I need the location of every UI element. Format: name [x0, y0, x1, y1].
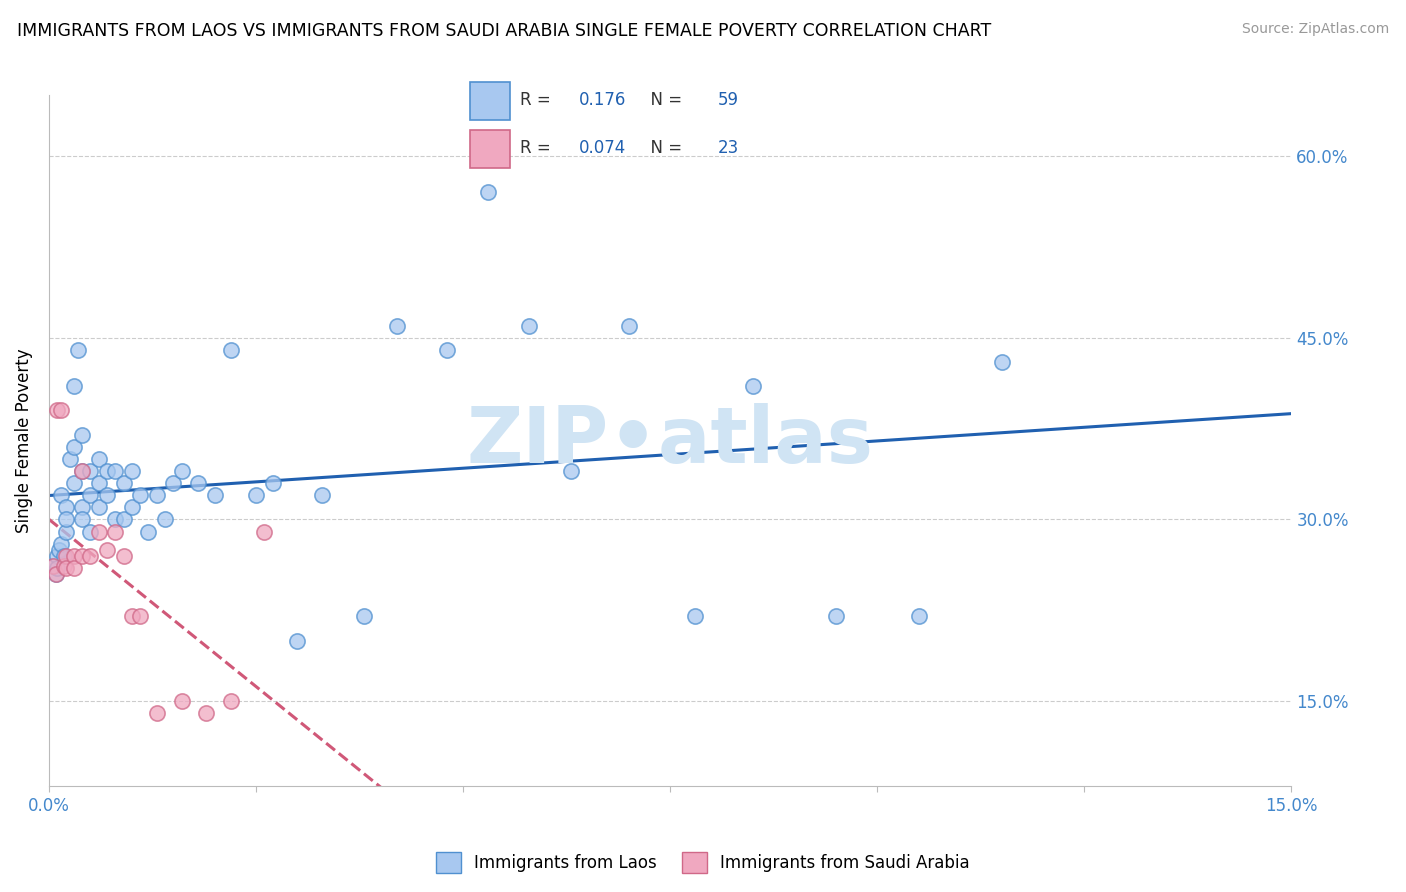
- Point: [742, 379, 765, 393]
- Point: [683, 609, 706, 624]
- Legend: Immigrants from Laos, Immigrants from Saudi Arabia: Immigrants from Laos, Immigrants from Sa…: [429, 846, 977, 880]
- Point: [55, 524, 77, 539]
- Y-axis label: Single Female Poverty: Single Female Poverty: [15, 349, 32, 533]
- Point: [129, 609, 152, 624]
- Point: [70, 549, 93, 563]
- Point: [287, 633, 309, 648]
- Point: [245, 488, 267, 502]
- Text: 0.074: 0.074: [578, 139, 626, 157]
- Point: [617, 318, 640, 333]
- Point: [79, 524, 101, 539]
- Text: N =: N =: [640, 91, 688, 109]
- Point: [55, 500, 77, 515]
- Point: [311, 488, 333, 502]
- Point: [87, 524, 110, 539]
- Point: [70, 512, 93, 526]
- Point: [45, 567, 67, 582]
- FancyBboxPatch shape: [470, 82, 510, 120]
- Point: [96, 488, 118, 502]
- Text: IMMIGRANTS FROM LAOS VS IMMIGRANTS FROM SAUDI ARABIA SINGLE FEMALE POVERTY CORRE: IMMIGRANTS FROM LAOS VS IMMIGRANTS FROM …: [17, 22, 991, 40]
- Point: [990, 355, 1012, 369]
- Point: [66, 343, 89, 357]
- Point: [51, 537, 73, 551]
- Point: [560, 464, 582, 478]
- Text: 23: 23: [717, 139, 740, 157]
- Point: [145, 706, 167, 721]
- Point: [51, 403, 73, 417]
- Point: [70, 464, 93, 478]
- Text: 0.176: 0.176: [578, 91, 626, 109]
- Point: [121, 500, 143, 515]
- Point: [162, 476, 184, 491]
- Point: [55, 549, 77, 563]
- Text: N =: N =: [640, 139, 688, 157]
- Point: [87, 500, 110, 515]
- Point: [104, 464, 127, 478]
- Text: Source: ZipAtlas.com: Source: ZipAtlas.com: [1241, 22, 1389, 37]
- Point: [79, 549, 101, 563]
- Point: [219, 694, 242, 708]
- Point: [63, 440, 86, 454]
- Point: [63, 379, 86, 393]
- Point: [70, 427, 93, 442]
- Point: [79, 488, 101, 502]
- Point: [104, 512, 127, 526]
- Point: [170, 694, 193, 708]
- Point: [385, 318, 408, 333]
- FancyBboxPatch shape: [470, 130, 510, 168]
- Point: [52, 549, 75, 563]
- Text: R =: R =: [520, 91, 555, 109]
- Point: [42, 558, 65, 573]
- Point: [87, 476, 110, 491]
- Point: [45, 567, 67, 582]
- Point: [153, 512, 176, 526]
- Point: [87, 451, 110, 466]
- Point: [129, 488, 152, 502]
- Point: [145, 488, 167, 502]
- Point: [121, 609, 143, 624]
- Text: 59: 59: [717, 91, 738, 109]
- Point: [262, 476, 284, 491]
- Text: R =: R =: [520, 139, 555, 157]
- Point: [187, 476, 209, 491]
- Point: [907, 609, 929, 624]
- Point: [79, 464, 101, 478]
- Point: [253, 524, 276, 539]
- Point: [63, 549, 86, 563]
- Point: [70, 500, 93, 515]
- Point: [46, 549, 69, 563]
- Point: [353, 609, 375, 624]
- Point: [70, 464, 93, 478]
- Point: [170, 464, 193, 478]
- Point: [96, 542, 118, 557]
- Point: [112, 476, 135, 491]
- Point: [138, 524, 160, 539]
- Point: [204, 488, 226, 502]
- Point: [112, 512, 135, 526]
- Point: [52, 558, 75, 573]
- Point: [436, 343, 458, 357]
- Point: [477, 186, 499, 200]
- Point: [825, 609, 848, 624]
- Point: [96, 464, 118, 478]
- Point: [121, 464, 143, 478]
- Point: [46, 403, 69, 417]
- Text: ZIP•atlas: ZIP•atlas: [467, 402, 873, 479]
- Point: [63, 561, 86, 575]
- Point: [195, 706, 218, 721]
- Point: [219, 343, 242, 357]
- Point: [51, 488, 73, 502]
- Point: [48, 542, 70, 557]
- Point: [63, 476, 86, 491]
- Point: [46, 561, 69, 575]
- Point: [42, 558, 65, 573]
- Point: [59, 451, 82, 466]
- Point: [55, 512, 77, 526]
- Point: [104, 524, 127, 539]
- Point: [55, 561, 77, 575]
- Point: [519, 318, 541, 333]
- Point: [112, 549, 135, 563]
